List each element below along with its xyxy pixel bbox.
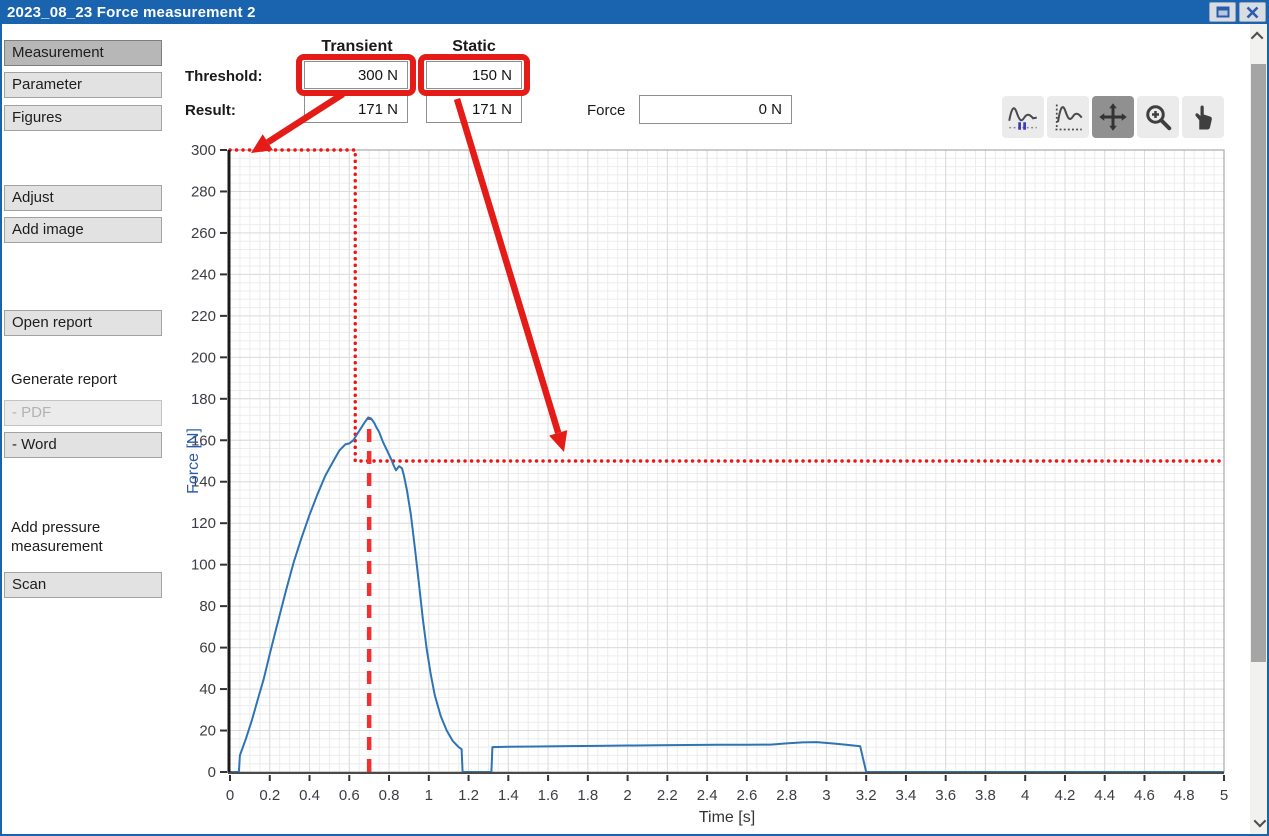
svg-text:220: 220 [191,308,216,325]
scroll-down-button[interactable] [1250,810,1267,834]
toolbar-button-pause-curves[interactable] [1002,96,1044,138]
svg-text:60: 60 [199,640,216,657]
chevron-up-icon [1250,31,1264,44]
svg-text:1: 1 [425,787,433,804]
svg-text:180: 180 [191,391,216,408]
svg-text:5: 5 [1220,787,1228,804]
svg-text:1.8: 1.8 [577,787,598,804]
sidebar-item-add-image[interactable]: Add image [4,217,162,243]
transient-column-header: Transient [321,38,393,55]
result-label: Result: [185,102,236,119]
close-button[interactable] [1239,2,1266,22]
svg-text:100: 100 [191,557,216,574]
svg-text:40: 40 [199,681,216,698]
chart-plot-area[interactable] [230,150,1224,772]
scrollbar-thumb[interactable] [1251,64,1266,662]
close-icon [1246,6,1259,18]
svg-text:3: 3 [822,787,830,804]
toolbar-button-hand[interactable] [1182,96,1224,138]
svg-text:4.6: 4.6 [1134,787,1155,804]
svg-text:0.4: 0.4 [299,787,320,804]
svg-text:3.2: 3.2 [856,787,877,804]
chart-toolbar [1002,96,1224,138]
svg-text:1.2: 1.2 [458,787,479,804]
result-transient-field[interactable] [304,95,408,123]
sidebar-item-adjust[interactable]: Adjust [4,185,162,211]
svg-text:120: 120 [191,515,216,532]
scroll-up-button[interactable] [1250,24,1267,48]
autoscale-curve-icon [1055,104,1083,131]
svg-text:2.2: 2.2 [657,787,678,804]
sidebar-item-scan[interactable]: Scan [4,572,162,598]
generate-report-label: Generate report [11,371,117,388]
svg-text:3.6: 3.6 [935,787,956,804]
y-axis-title: Force [N] [185,428,202,494]
sidebar: Measurement Parameter Figures Adjust Add… [2,24,166,834]
toolbar-button-pan[interactable] [1092,96,1134,138]
sidebar-item-pdf[interactable]: - PDF [4,400,162,426]
svg-text:3.8: 3.8 [975,787,996,804]
x-axis-title: Time [s] [699,809,755,826]
svg-text:1.4: 1.4 [498,787,519,804]
svg-text:160: 160 [191,432,216,449]
force-label: Force [587,102,626,119]
svg-text:80: 80 [199,598,216,615]
sidebar-item-open-report[interactable]: Open report [4,310,162,336]
titlebar[interactable]: 2023_08_23 Force measurement 2 [2,2,1267,24]
threshold-static-field[interactable] [426,61,522,89]
threshold-transient-field[interactable] [304,61,408,89]
window-title: 2023_08_23 Force measurement 2 [7,3,256,21]
sidebar-item-figures[interactable]: Figures [4,105,162,131]
sidebar-item-measurement[interactable]: Measurement [4,40,162,66]
svg-text:200: 200 [191,349,216,366]
svg-text:4.8: 4.8 [1174,787,1195,804]
svg-text:260: 260 [191,225,216,242]
maximize-button[interactable] [1209,2,1236,22]
vertical-scrollbar[interactable] [1250,24,1267,834]
svg-text:0: 0 [226,787,234,804]
svg-text:3.4: 3.4 [895,787,916,804]
svg-text:140: 140 [191,474,216,491]
sidebar-item-word[interactable]: - Word [4,432,162,458]
sidebar-item-parameter[interactable]: Parameter [4,72,162,98]
svg-text:0.6: 0.6 [339,787,360,804]
pan-icon [1099,103,1127,131]
toolbar-button-autoscale-curve[interactable] [1047,96,1089,138]
svg-text:4.2: 4.2 [1055,787,1076,804]
zoom-in-icon [1146,105,1172,131]
svg-text:0.8: 0.8 [379,787,400,804]
toolbar-button-zoom-in[interactable] [1137,96,1179,138]
threshold-label: Threshold: [185,68,263,85]
svg-text:2.8: 2.8 [776,787,797,804]
svg-text:1.6: 1.6 [538,787,559,804]
svg-text:2.6: 2.6 [736,787,757,804]
svg-text:280: 280 [191,183,216,200]
svg-text:2: 2 [623,787,631,804]
svg-text:4: 4 [1021,787,1029,804]
svg-text:240: 240 [191,266,216,283]
maximize-icon [1216,6,1229,18]
hand-icon [1195,105,1212,130]
svg-text:4.4: 4.4 [1094,787,1115,804]
svg-text:300: 300 [191,142,216,159]
svg-text:2.4: 2.4 [697,787,718,804]
svg-text:0.2: 0.2 [259,787,280,804]
chevron-down-icon [1253,814,1267,827]
pause-curves-icon [1008,107,1037,130]
svg-text:20: 20 [199,723,216,740]
result-static-field[interactable] [426,95,522,123]
force-live-field[interactable] [639,95,792,124]
add-pressure-measurement-label: Add pressure measurement [11,519,103,555]
svg-text:0: 0 [208,764,216,781]
static-column-header: Static [452,38,496,55]
